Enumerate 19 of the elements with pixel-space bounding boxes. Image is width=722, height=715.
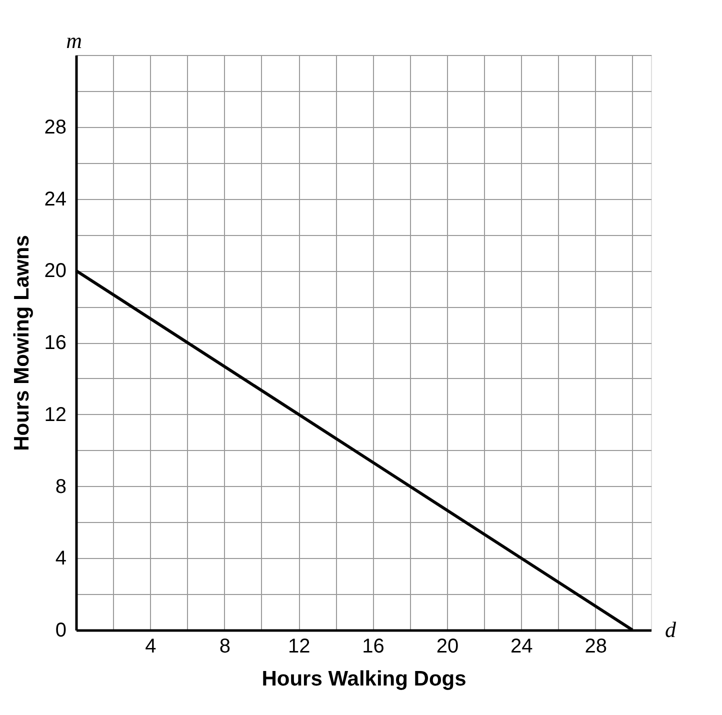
- y-tick-label: 12: [44, 404, 66, 426]
- x-tick-label: 8: [219, 636, 230, 658]
- y-axis-title: Hours Mowing Lawns: [10, 235, 34, 451]
- y-tick-label: 24: [44, 188, 66, 210]
- y-tick-label: 20: [44, 260, 66, 282]
- y-tick-label: 0: [55, 620, 66, 642]
- x-tick-label: 28: [584, 636, 607, 658]
- y-tick-label: 4: [55, 548, 66, 570]
- text: d: [665, 617, 677, 642]
- x-tick-label: 20: [436, 636, 459, 658]
- x-tick-label: 16: [362, 636, 384, 658]
- y-tick-label: 28: [44, 116, 66, 138]
- text: m: [66, 28, 82, 53]
- x-tick-label: 24: [510, 636, 533, 658]
- y-tick-label: 16: [44, 332, 66, 354]
- y-tick-label: 8: [55, 476, 66, 498]
- x-tick-label: 12: [288, 636, 310, 658]
- x-tick-label: 4: [145, 636, 156, 658]
- x-axis-title: Hours Walking Dogs: [262, 668, 466, 690]
